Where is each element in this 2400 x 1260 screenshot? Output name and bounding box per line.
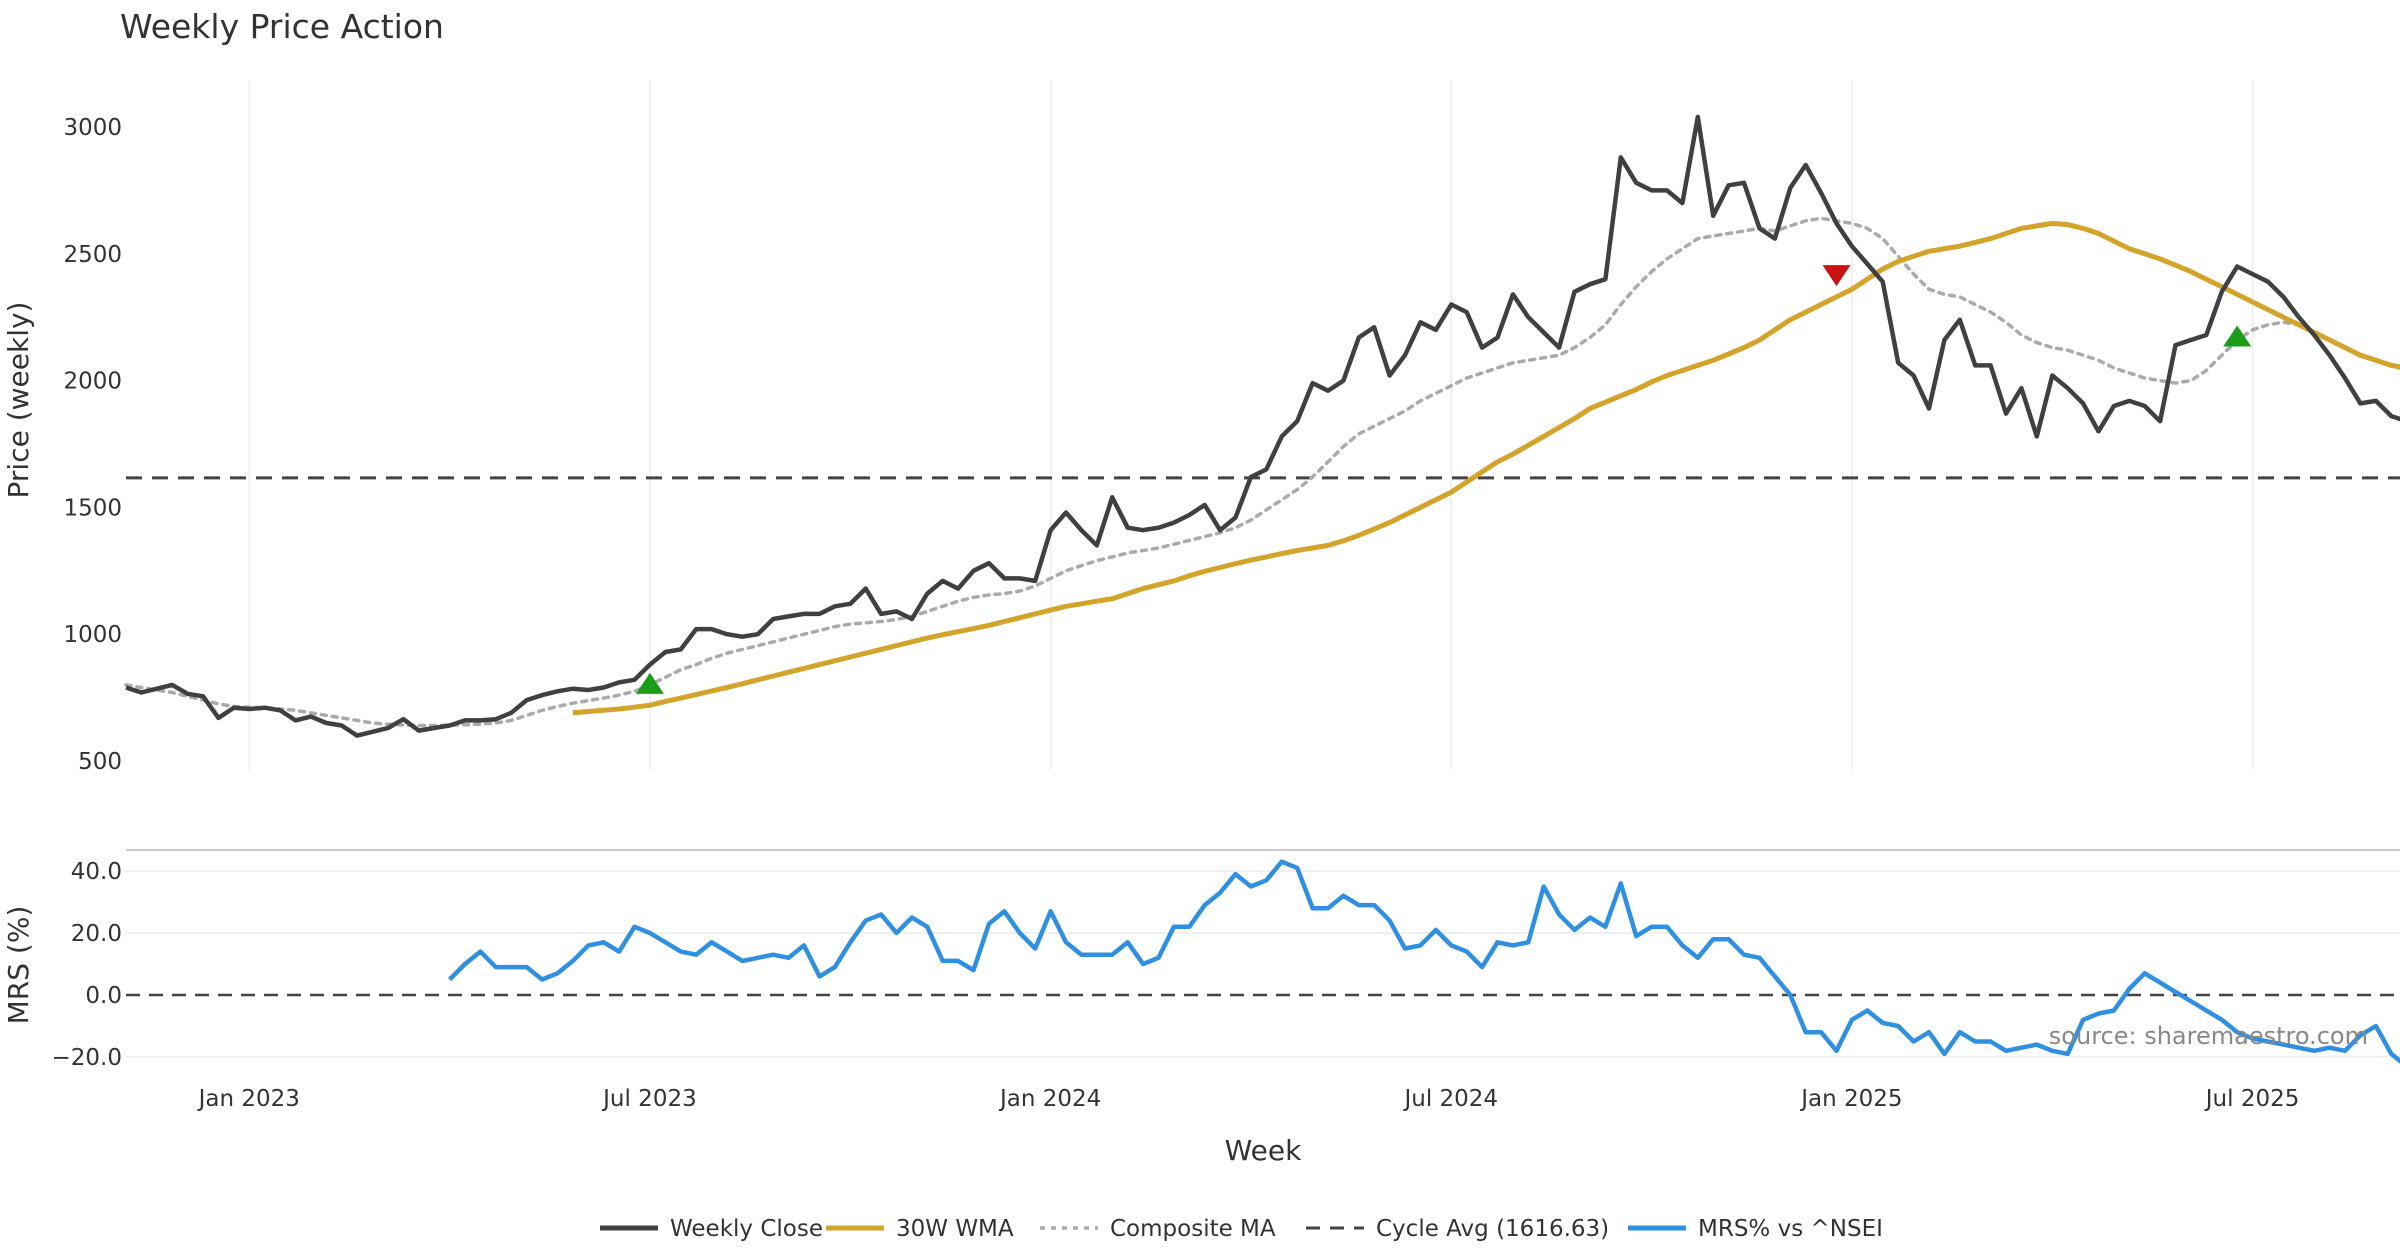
x-tick-label: Jul 2024 — [1402, 1086, 1498, 1112]
x-axis-label: Week — [1225, 1134, 1302, 1167]
mrs-y-label: MRS (%) — [2, 906, 35, 1025]
price-tick-label: 1500 — [63, 495, 122, 521]
mrs-line — [448, 859, 2400, 1064]
legend-label: Cycle Avg (1616.63) — [1376, 1216, 1609, 1242]
mrs-tick-label: 20.0 — [71, 921, 122, 947]
legend-label: Composite MA — [1110, 1216, 1276, 1242]
legend-label: 30W WMA — [896, 1216, 1014, 1242]
mrs-tick-label: 0.0 — [85, 983, 122, 1009]
x-tick-label: Jan 2023 — [197, 1086, 300, 1112]
mrs-y-axis: −20.0 0.0 20.0 40.0 — [52, 859, 122, 1071]
sell-signal-marker — [1822, 265, 1851, 287]
price-tick-label: 2500 — [63, 242, 122, 268]
x-tick-label: Jan 2025 — [1799, 1086, 1902, 1112]
price-y-label: Price (weekly) — [2, 302, 35, 499]
x-axis: Jan 2023 Jul 2023 Jan 2024 Jul 2024 Jan 2025… — [197, 1086, 2300, 1112]
price-series — [124, 114, 2400, 738]
chart-title: Weekly Price Action — [120, 7, 444, 46]
x-tick-label: Jul 2025 — [2204, 1086, 2300, 1112]
vertical-grid — [126, 80, 2400, 1058]
buy-signal-marker — [2223, 325, 2252, 347]
source-note: source: sharemaestro.com — [2049, 1022, 2368, 1050]
price-tick-label: 500 — [78, 749, 122, 775]
mrs-tick-label: 40.0 — [71, 859, 122, 885]
legend: Weekly Close 30W WMA Composite MA Cycle Avg… — [600, 1216, 1883, 1242]
x-tick-label: Jul 2023 — [601, 1086, 697, 1112]
trade-signals — [635, 265, 2252, 694]
price-tick-label: 2000 — [63, 369, 122, 395]
mrs-tick-label: −20.0 — [52, 1045, 122, 1071]
price-y-axis: 500 1000 1500 2000 2500 3000 — [63, 115, 122, 775]
buy-signal-marker — [635, 672, 664, 694]
price-tick-label: 3000 — [63, 115, 122, 141]
x-tick-label: Jan 2024 — [998, 1086, 1101, 1112]
mrs-series — [126, 859, 2400, 1064]
price-tick-label: 1000 — [63, 622, 122, 648]
legend-label: Weekly Close — [670, 1216, 823, 1242]
composite-ma-line — [124, 216, 2400, 728]
legend-label: MRS% vs ^NSEI — [1698, 1216, 1883, 1242]
weekly-close-line — [125, 114, 2400, 738]
wma-30w-line — [572, 220, 2400, 716]
